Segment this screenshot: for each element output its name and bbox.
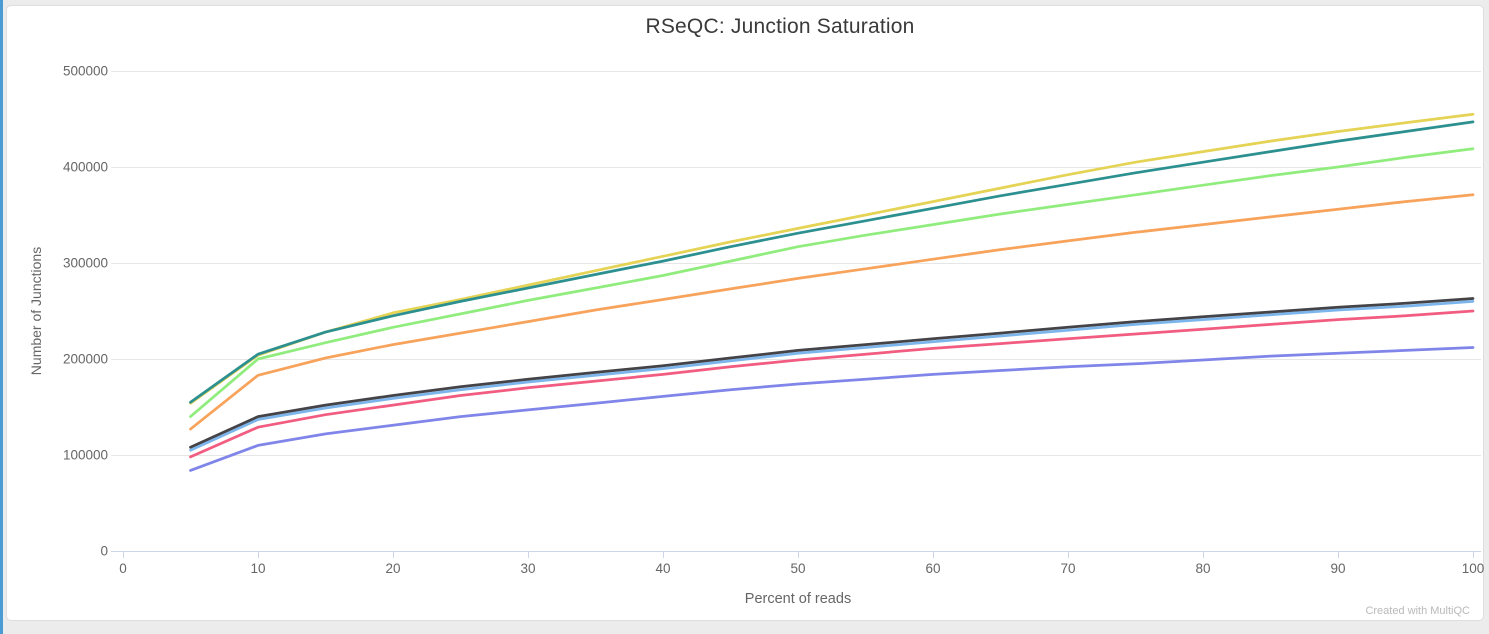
- multiqc-watermark: Created with MultiQC: [1365, 605, 1470, 617]
- y-tick-label: 200000: [63, 352, 108, 367]
- y-tick-label: 100000: [63, 448, 108, 463]
- y-tick-label: 300000: [63, 256, 108, 271]
- x-tick-label: 100: [1462, 561, 1485, 576]
- series-line-series_1[interactable]: [189, 300, 1475, 452]
- series-line-series_3[interactable]: [189, 147, 1475, 418]
- x-tick-label: 0: [119, 561, 127, 576]
- x-tick-label: 70: [1060, 561, 1075, 576]
- chart-title: RSeQC: Junction Saturation: [645, 15, 915, 38]
- y-tick-label: 400000: [63, 160, 108, 175]
- y-tick-label: 500000: [63, 64, 108, 79]
- x-tick-label: 20: [385, 561, 400, 576]
- left-accent-bar: [0, 0, 3, 634]
- x-tick-label: 30: [520, 561, 535, 576]
- y-axis-title: Number of Junctions: [28, 246, 44, 376]
- x-tick-label: 80: [1195, 561, 1210, 576]
- y-tick-label: 0: [100, 544, 108, 559]
- x-tick-label: 90: [1330, 561, 1345, 576]
- series-line-series_8[interactable]: [189, 120, 1475, 404]
- series-line-series_4[interactable]: [189, 193, 1475, 431]
- series-line-series_6[interactable]: [189, 309, 1475, 459]
- x-tick-label: 60: [925, 561, 940, 576]
- x-tick-label: 50: [790, 561, 805, 576]
- series-line-series_7[interactable]: [189, 112, 1475, 405]
- x-axis-title: Percent of reads: [744, 591, 852, 607]
- series-line-series_2[interactable]: [189, 297, 1475, 449]
- x-tick-label: 40: [655, 561, 670, 576]
- series-line-series_5[interactable]: [189, 346, 1475, 472]
- x-tick-label: 10: [250, 561, 265, 576]
